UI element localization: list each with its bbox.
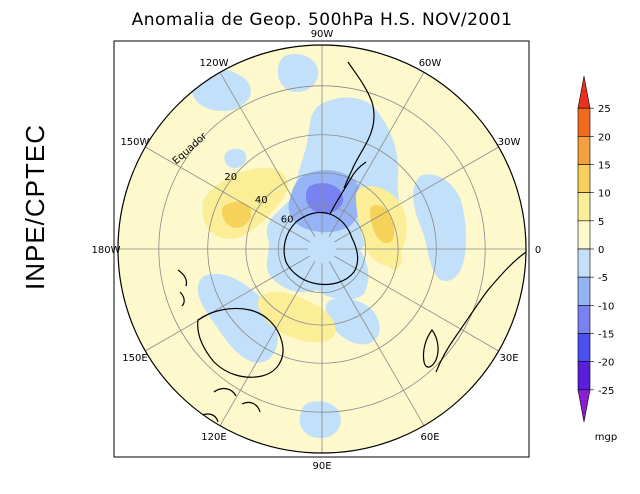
- colorbar-tick-label: -25: [598, 386, 614, 397]
- colorbar-tick-label: 20: [598, 132, 611, 143]
- colorbar-tick-label: 15: [598, 161, 611, 172]
- meridian-line: [328, 72, 425, 237]
- coastlines: [177, 61, 526, 423]
- colorbar-bin: [577, 389, 591, 423]
- meridian-line: [145, 255, 310, 352]
- longitude-label: 180W: [92, 245, 121, 256]
- colorbar-bin: [577, 220, 591, 250]
- colorbar-tick-label: 10: [598, 189, 611, 200]
- longitude-labels: 90W 60W 30W 0 30E 60E 90E 120E 150E 180W 150W 120W: [92, 29, 542, 472]
- coastline-south-america: [343, 61, 375, 189]
- anomaly-negative-south-center: [325, 298, 380, 345]
- colorbar-tick-label: 25: [598, 104, 611, 115]
- longitude-label: 120W: [200, 58, 229, 69]
- colorbar-tick-label: -20: [598, 358, 614, 369]
- colorbar-bin: [577, 107, 591, 137]
- anomaly-negative-east: [413, 174, 467, 282]
- map-frame: [113, 40, 530, 458]
- colorbar-tick-label: 0: [598, 245, 604, 256]
- longitude-label: 90E: [312, 461, 331, 472]
- longitude-label: 30W: [498, 137, 521, 148]
- graticule: [118, 45, 526, 453]
- longitude-label: 60E: [420, 432, 439, 443]
- meridian-line: [219, 72, 316, 237]
- colorbar-units: mgp: [595, 432, 617, 443]
- latitude-label: 40: [255, 195, 268, 206]
- colorbar-bin: [577, 276, 591, 306]
- meridian-line: [219, 261, 316, 426]
- coastline-madagascar: [422, 329, 439, 368]
- longitude-label: 90W: [311, 29, 334, 40]
- colorbar-bin: [577, 305, 591, 334]
- colorbar-tick-label: -15: [598, 330, 614, 341]
- longitude-label: 60W: [419, 58, 442, 69]
- coastline-africa: [435, 251, 526, 373]
- latitude-label: 20: [224, 172, 237, 183]
- colorbar-bin: [577, 164, 591, 193]
- colorbar-bin: [577, 192, 591, 222]
- longitude-label: 150W: [120, 137, 149, 148]
- meridian-line: [334, 146, 499, 243]
- coastline-australia: [197, 307, 284, 378]
- positive-anomaly-moderate: [222, 201, 395, 244]
- coastline-new-zealand: [177, 269, 188, 307]
- meridian-line: [334, 255, 499, 352]
- map-boundary: [117, 44, 527, 454]
- longitude-label: 30E: [500, 353, 519, 364]
- colorbar-bin: [577, 333, 591, 362]
- colorbar-tick-label: 5: [598, 217, 604, 228]
- anomaly-negative-north: [277, 53, 319, 92]
- anomaly-negative-south: [299, 401, 341, 438]
- latitude-label: 60: [281, 215, 294, 226]
- map-title: Anomalia de Geop. 500hPa H.S. NOV/2001: [131, 10, 513, 30]
- longitude-label: 120E: [201, 432, 226, 443]
- anomaly-positive-west-core: [222, 201, 252, 228]
- longitude-label: 0: [535, 245, 541, 256]
- anomaly-positive-east-core: [370, 205, 395, 244]
- colorbar-bin: [577, 248, 591, 278]
- anomaly-negative-far-south: [224, 148, 247, 168]
- coastline-antarctic-peninsula: [329, 161, 367, 215]
- meridian-line: [145, 146, 310, 243]
- colorbar-tick-label: -10: [598, 301, 614, 312]
- longitude-label: 150E: [122, 353, 147, 364]
- meridian-line: [328, 261, 425, 426]
- colorbar-bin: [577, 75, 591, 109]
- colorbar: 25 20 15 10 5 0 -5 -10 -15 -20 -25: [577, 75, 614, 423]
- colorbar-bin: [577, 361, 591, 391]
- colorbar-bin: [577, 136, 591, 165]
- colorbar-tick-label: -5: [598, 273, 608, 284]
